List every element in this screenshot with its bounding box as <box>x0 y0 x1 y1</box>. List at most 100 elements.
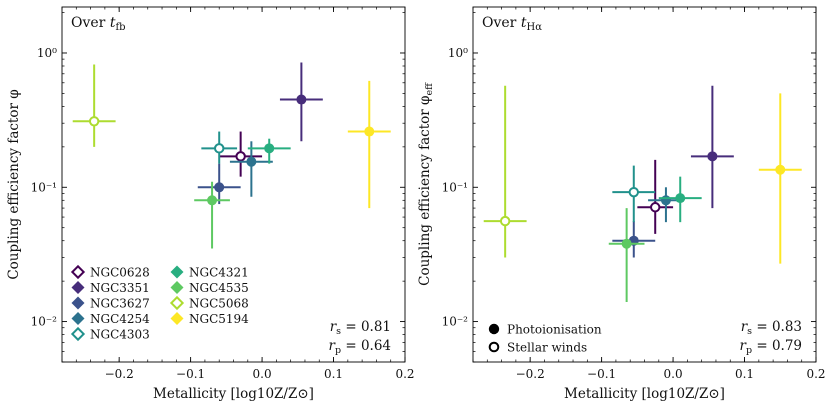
stat-rs-symbol: r <box>330 319 338 335</box>
y-axis-label-main: Coupling efficiency factor φ <box>417 96 433 286</box>
y-tick-label: 10⁻¹ <box>442 180 468 194</box>
data-point-ngc4535 <box>608 208 645 302</box>
data-point-ngc5068 <box>72 64 116 147</box>
open-marker <box>214 143 225 154</box>
legend-marker-open <box>70 264 86 280</box>
marker-legend: Photoionisation Stellar winds <box>488 323 602 355</box>
x-tick-label: 0.0 <box>253 367 272 381</box>
panel-title-var: t <box>110 15 116 31</box>
stat-rp-subscript: p <box>746 345 752 356</box>
data-point-ngc5194 <box>347 80 391 209</box>
open-marker <box>235 151 246 162</box>
panel-title: Over tHα <box>482 15 542 33</box>
legend-label: NGC0628 <box>90 266 150 280</box>
y-tick-label: 10⁰ <box>37 46 57 60</box>
panel-right: −0.2 −0.1 0.0 0.1 0.2 10⁻² 10⁻¹ 10⁰ Over tHα Meta… <box>417 6 826 402</box>
stat-rp-symbol: r <box>739 338 747 354</box>
filled-marker <box>675 193 686 204</box>
filled-marker <box>660 195 671 206</box>
data-point-ngc3627 <box>612 221 656 258</box>
stat-rp-value: = 0.79 <box>752 338 802 354</box>
stat-rs-subscript: s <box>747 326 752 337</box>
legend-marker-filled <box>71 296 85 310</box>
stat-rs-symbol: r <box>741 319 749 335</box>
stat-rp-value: = 0.64 <box>341 338 391 354</box>
x-axis-label: Metallicity [log10Z/Z⊙] <box>153 386 314 402</box>
data-point-ngc0628 <box>637 159 674 234</box>
x-tick-label: 0.0 <box>664 367 683 381</box>
x-tick-label: −0.2 <box>105 367 134 381</box>
legend-label: Photoionisation <box>507 323 602 337</box>
filled-marker <box>296 94 307 105</box>
data-point-ngc4303 <box>201 131 238 164</box>
stat-rp: rp = 0.79 <box>739 338 802 356</box>
open-marker <box>499 215 511 227</box>
stat-rs: rs = 0.83 <box>741 319 802 337</box>
data-point-ngc4303 <box>612 165 656 223</box>
legend-marker-filled <box>170 265 184 279</box>
y-tick-label: 10⁰ <box>448 46 468 60</box>
filled-marker <box>264 143 275 154</box>
data-point-ngc4321 <box>658 176 702 223</box>
panel-title-var: t <box>521 15 527 31</box>
filled-marker <box>707 151 718 162</box>
stat-rs: rs = 0.81 <box>330 319 391 337</box>
stat-rs-value: = 0.83 <box>752 319 802 335</box>
panel-left: −0.2 −0.1 0.0 0.1 0.2 10⁻² 10⁻¹ 10⁰ Over tfb Meta… <box>6 6 415 402</box>
legend-label: Stellar winds <box>507 341 587 355</box>
panel-title-main: Over <box>482 15 521 31</box>
legend-label: NGC4303 <box>90 328 150 342</box>
panel-title-subscript: fb <box>115 22 125 33</box>
data-point-ngc3351 <box>279 62 323 142</box>
filled-marker <box>246 156 257 167</box>
x-tick-label: 0.1 <box>324 367 343 381</box>
filled-marker <box>364 126 375 137</box>
x-tick-label: 0.1 <box>735 367 754 381</box>
y-axis-label-subscript: eff <box>424 82 435 96</box>
y-tick-label: 10⁻² <box>31 315 58 329</box>
y-axis-label: Coupling efficiency factor φeff <box>417 82 435 286</box>
stat-rp-symbol: r <box>328 338 336 354</box>
y-axis-label: Coupling efficiency factor φ <box>6 89 22 279</box>
legend-marker-open <box>70 326 86 342</box>
stat-rp: rp = 0.64 <box>328 338 391 356</box>
panel-title-subscript: Hα <box>526 22 542 33</box>
legend-label: NGC5194 <box>189 312 249 326</box>
legend-label: NGC4321 <box>189 266 249 280</box>
x-tick-label: −0.2 <box>516 367 545 381</box>
axes-frame <box>472 6 817 363</box>
data-point-ngc5068 <box>483 85 527 258</box>
x-tick-label: 0.2 <box>806 367 825 381</box>
data-point-ngc0628 <box>219 131 263 177</box>
stat-rs-value: = 0.81 <box>341 319 391 335</box>
open-marker <box>650 202 661 213</box>
panel-title-main: Over <box>71 15 110 31</box>
data-point-ngc5194 <box>758 93 802 264</box>
x-tick-label: −0.1 <box>176 367 205 381</box>
legend-label: NGC3351 <box>90 281 150 295</box>
legend-marker-open <box>488 341 500 353</box>
x-tick-label: 0.2 <box>395 367 414 381</box>
stat-rp-subscript: p <box>335 345 341 356</box>
data-point-ngc4321 <box>247 138 291 164</box>
y-tick-label: 10⁻¹ <box>31 180 57 194</box>
stat-rs-subscript: s <box>336 326 341 337</box>
y-tick-label: 10⁻² <box>442 315 469 329</box>
data-point-ngc4254 <box>229 141 273 197</box>
legend-marker-filled <box>170 311 184 326</box>
legend-label: NGC3627 <box>90 297 150 311</box>
filled-marker <box>621 238 632 249</box>
legend-marker-filled <box>170 280 184 295</box>
data-point-ngc3627 <box>197 163 241 205</box>
open-marker <box>88 116 100 127</box>
legend-marker-filled <box>71 311 85 326</box>
legend-marker-filled <box>71 280 85 295</box>
x-tick-label: −0.1 <box>587 367 616 381</box>
data-point-ngc4535 <box>194 181 230 249</box>
filled-marker <box>207 195 218 206</box>
legend-marker-filled <box>488 323 500 335</box>
open-marker <box>628 186 639 198</box>
filled-marker <box>775 164 786 175</box>
